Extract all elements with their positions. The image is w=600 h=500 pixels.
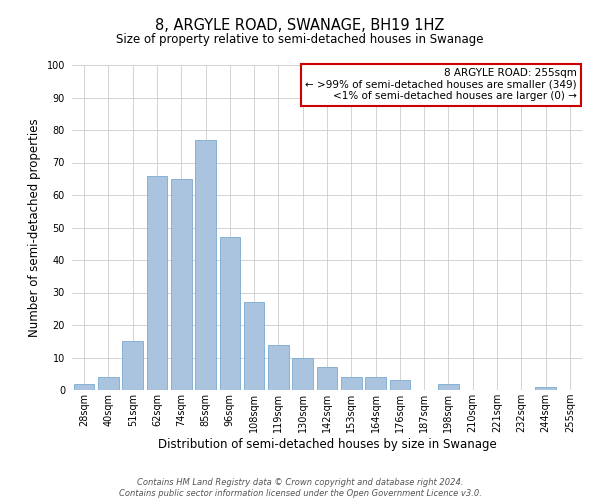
Bar: [195, 140, 216, 390]
Bar: [220, 238, 240, 390]
Bar: [171, 179, 191, 390]
Text: 8, ARGYLE ROAD, SWANAGE, BH19 1HZ: 8, ARGYLE ROAD, SWANAGE, BH19 1HZ: [155, 18, 445, 32]
Bar: [438, 384, 459, 390]
Bar: [268, 344, 289, 390]
Bar: [535, 387, 556, 390]
X-axis label: Distribution of semi-detached houses by size in Swanage: Distribution of semi-detached houses by …: [158, 438, 496, 451]
Text: Size of property relative to semi-detached houses in Swanage: Size of property relative to semi-detach…: [116, 32, 484, 46]
Bar: [389, 380, 410, 390]
Y-axis label: Number of semi-detached properties: Number of semi-detached properties: [28, 118, 41, 337]
Bar: [122, 341, 143, 390]
Bar: [341, 377, 362, 390]
Bar: [146, 176, 167, 390]
Text: 8 ARGYLE ROAD: 255sqm
← >99% of semi-detached houses are smaller (349)
<1% of se: 8 ARGYLE ROAD: 255sqm ← >99% of semi-det…: [305, 68, 577, 102]
Bar: [98, 377, 119, 390]
Bar: [292, 358, 313, 390]
Text: Contains HM Land Registry data © Crown copyright and database right 2024.
Contai: Contains HM Land Registry data © Crown c…: [119, 478, 481, 498]
Bar: [365, 377, 386, 390]
Bar: [317, 367, 337, 390]
Bar: [74, 384, 94, 390]
Bar: [244, 302, 265, 390]
